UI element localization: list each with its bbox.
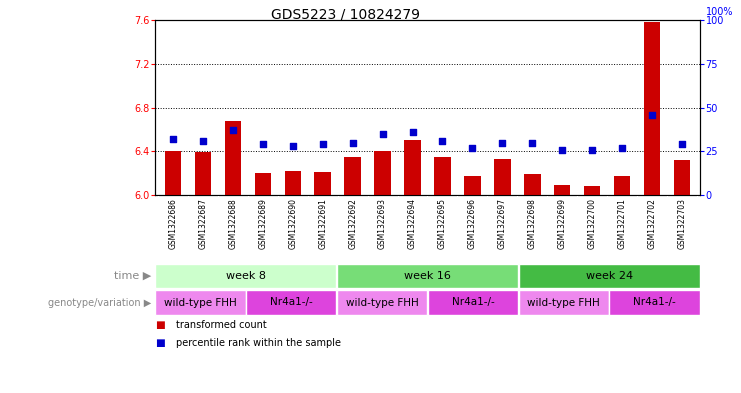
Text: GSM1322692: GSM1322692: [348, 198, 357, 249]
Bar: [464, 176, 481, 195]
Bar: [644, 22, 660, 195]
Text: GSM1322702: GSM1322702: [648, 198, 657, 249]
Text: GSM1322695: GSM1322695: [438, 198, 447, 249]
Text: GSM1322694: GSM1322694: [408, 198, 417, 249]
Point: [526, 140, 538, 146]
Point: [586, 146, 598, 152]
Text: Nr4a1-/-: Nr4a1-/-: [270, 298, 313, 307]
Point: [407, 129, 419, 135]
Point: [676, 141, 688, 147]
Bar: [519, 264, 700, 288]
Point: [617, 145, 628, 151]
Text: Nr4a1-/-: Nr4a1-/-: [451, 298, 494, 307]
Point: [347, 140, 359, 146]
Bar: [255, 173, 271, 195]
Bar: [614, 176, 631, 195]
Bar: [374, 151, 391, 195]
Text: GDS5223 / 10824279: GDS5223 / 10824279: [271, 8, 420, 22]
Bar: [314, 172, 331, 195]
Text: ■: ■: [155, 320, 165, 330]
Point: [436, 138, 448, 144]
Text: week 24: week 24: [585, 271, 633, 281]
Point: [496, 140, 508, 146]
Bar: [434, 157, 451, 195]
Point: [287, 143, 299, 149]
Text: GSM1322690: GSM1322690: [288, 198, 297, 249]
Point: [467, 145, 479, 151]
Text: GSM1322686: GSM1322686: [168, 198, 177, 249]
Bar: [554, 185, 571, 195]
Text: week 16: week 16: [404, 271, 451, 281]
Text: GSM1322696: GSM1322696: [468, 198, 477, 249]
Point: [646, 111, 658, 118]
Bar: [494, 159, 511, 195]
Bar: [524, 174, 540, 195]
Text: GSM1322691: GSM1322691: [318, 198, 328, 249]
Bar: [519, 290, 609, 316]
Bar: [337, 264, 518, 288]
Text: time ▶: time ▶: [114, 271, 151, 281]
Bar: [609, 290, 700, 316]
Text: GSM1322701: GSM1322701: [618, 198, 627, 249]
Point: [197, 138, 209, 144]
Text: transformed count: transformed count: [176, 320, 267, 330]
Text: wild-type FHH: wild-type FHH: [528, 298, 600, 307]
Bar: [195, 152, 211, 195]
Text: GSM1322700: GSM1322700: [588, 198, 597, 249]
Bar: [285, 171, 301, 195]
Text: GSM1322687: GSM1322687: [199, 198, 207, 249]
Point: [257, 141, 269, 147]
Text: GSM1322693: GSM1322693: [378, 198, 387, 249]
Point: [316, 141, 328, 147]
Text: wild-type FHH: wild-type FHH: [346, 298, 419, 307]
Bar: [345, 157, 361, 195]
Bar: [674, 160, 691, 195]
Text: ■: ■: [155, 338, 165, 349]
Bar: [165, 151, 182, 195]
Bar: [246, 290, 336, 316]
Text: wild-type FHH: wild-type FHH: [164, 298, 237, 307]
Point: [556, 146, 568, 152]
Text: GSM1322703: GSM1322703: [677, 198, 686, 249]
Bar: [405, 140, 421, 195]
Text: GSM1322697: GSM1322697: [498, 198, 507, 249]
Bar: [428, 290, 518, 316]
Bar: [156, 290, 245, 316]
Bar: [156, 264, 336, 288]
Bar: [225, 121, 241, 195]
Text: 100%: 100%: [705, 7, 733, 17]
Text: Nr4a1-/-: Nr4a1-/-: [634, 298, 676, 307]
Point: [227, 127, 239, 133]
Bar: [584, 186, 600, 195]
Text: week 8: week 8: [226, 271, 266, 281]
Text: GSM1322688: GSM1322688: [228, 198, 237, 249]
Point: [167, 136, 179, 142]
Text: GSM1322689: GSM1322689: [259, 198, 268, 249]
Text: GSM1322698: GSM1322698: [528, 198, 536, 249]
Bar: [337, 290, 428, 316]
Point: [376, 130, 388, 137]
Text: GSM1322699: GSM1322699: [558, 198, 567, 249]
Text: percentile rank within the sample: percentile rank within the sample: [176, 338, 341, 349]
Text: genotype/variation ▶: genotype/variation ▶: [48, 298, 151, 307]
